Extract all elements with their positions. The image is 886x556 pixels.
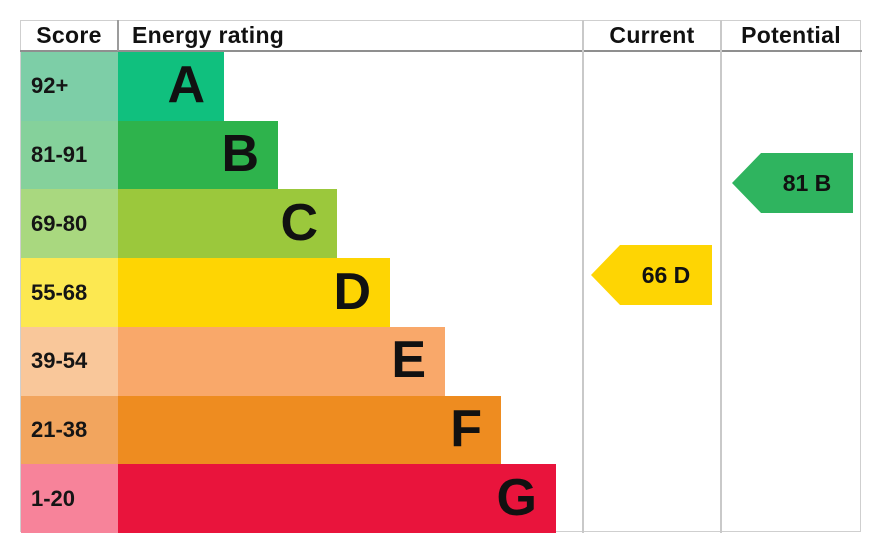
band-row-d: 55-68 D: [21, 258, 861, 327]
band-letter: D: [333, 262, 371, 321]
score-column-divider: [117, 20, 119, 51]
band-letter: C: [280, 193, 318, 252]
band-bar: E: [118, 326, 445, 396]
band-row-f: 21-38 F: [21, 395, 861, 465]
band-score-cell: 81-91: [21, 120, 118, 190]
band-row-b: 81-91 B: [21, 120, 861, 190]
band-row-a: 92+ A: [21, 52, 861, 121]
band-score-cell: 21-38: [21, 395, 118, 465]
band-letter: F: [450, 399, 482, 458]
band-row-e: 39-54 E: [21, 326, 861, 396]
band-bar: F: [118, 395, 501, 465]
rating-bands: 92+ A 81-91 B 69-80 C 55-68 D 39-54 E 21…: [21, 52, 861, 534]
band-bar: C: [118, 189, 337, 259]
column-header-score: Score: [36, 22, 102, 48]
band-row-g: 1-20 G: [21, 464, 861, 534]
band-row-c: 69-80 C: [21, 189, 861, 259]
band-score-cell: 39-54: [21, 326, 118, 396]
potential-marker: 81 B: [732, 153, 853, 213]
current-column-divider: [582, 20, 584, 533]
band-letter: G: [496, 468, 537, 527]
band-letter: A: [167, 56, 205, 115]
column-header-potential: Potential: [741, 22, 841, 48]
current-marker-label: 66 D: [641, 262, 691, 288]
band-bar: D: [118, 258, 390, 327]
column-header-current: Current: [609, 22, 695, 48]
band-score-cell: 92+: [21, 52, 118, 121]
band-score-cell: 55-68: [21, 258, 118, 327]
band-bar: G: [118, 464, 556, 534]
band-letter: B: [221, 125, 259, 184]
current-marker: 66 D: [591, 245, 712, 305]
band-letter: E: [391, 331, 426, 390]
band-bar: B: [118, 120, 278, 190]
column-header-energy-rating: Energy rating: [132, 22, 285, 48]
potential-marker-label: 81 B: [782, 170, 832, 196]
header-underline: [20, 50, 862, 52]
band-score-cell: 1-20: [21, 464, 118, 534]
band-bar: A: [118, 52, 224, 121]
potential-column-divider: [720, 20, 722, 533]
band-score-cell: 69-80: [21, 189, 118, 259]
